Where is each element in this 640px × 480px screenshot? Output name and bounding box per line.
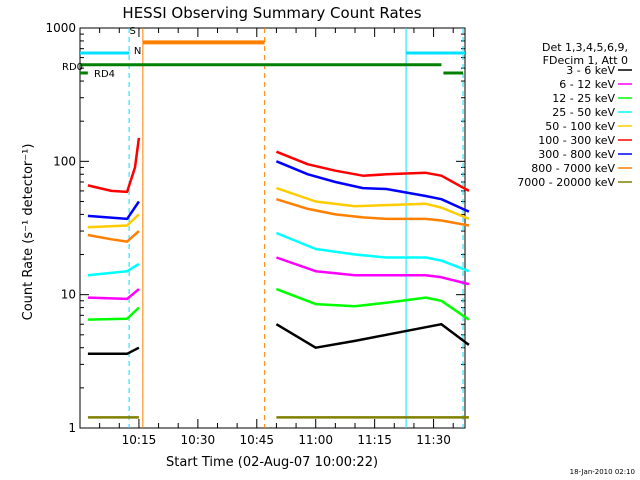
legend-label: 6 - 12 keV	[559, 78, 615, 91]
saa-marker-label: S	[130, 26, 136, 37]
legend-label: 12 - 25 keV	[552, 92, 615, 105]
x-axis-label: Start Time (02-Aug-07 10:00:22)	[166, 455, 378, 470]
legend-header-line: Det 1,3,4,5,6,9,	[542, 41, 628, 54]
legend-label: 3 - 6 keV	[566, 64, 615, 77]
y-tick-label: 1	[68, 421, 76, 435]
plot-area: 1 10 100 1000 10:15 10:30 10:45 11:00 11:15 11:30…	[45, 21, 470, 447]
legend-header-line: FDecim 1, Att 0	[543, 54, 628, 67]
x-tick-label: 10:45	[239, 433, 274, 447]
legend-label: 50 - 100 keV	[545, 120, 615, 133]
x-tick-label: 11:30	[416, 433, 451, 447]
x-tick-label: 11:15	[357, 433, 392, 447]
y-tick-label: 100	[53, 154, 76, 168]
legend-label: 800 - 7000 keV	[531, 162, 615, 175]
y-axis-label: Count Rate (s⁻¹ detector⁻¹)	[21, 144, 36, 321]
legend-label: 100 - 300 keV	[538, 134, 615, 147]
legend-label: 7000 - 20000 keV	[517, 176, 615, 189]
series-line	[87, 137, 141, 194]
series-line	[87, 288, 140, 301]
series-line	[275, 186, 470, 221]
series-line	[275, 150, 470, 192]
series-line	[87, 213, 140, 229]
series-line	[87, 200, 140, 221]
series-line	[275, 287, 470, 321]
series-line	[276, 198, 470, 227]
series-line	[87, 346, 140, 356]
x-tick-label: 10:30	[181, 433, 216, 447]
y-tick-label: 10	[61, 288, 76, 302]
rd0-label: RD0	[62, 62, 83, 73]
series-line	[87, 230, 140, 243]
timestamp: 18-Jan-2010 02:10	[570, 468, 635, 476]
y-tick-label: 1000	[45, 21, 76, 35]
series-line	[275, 231, 470, 273]
chart-title: HESSI Observing Summary Count Rates	[122, 4, 421, 22]
legend-label: 25 - 50 keV	[552, 106, 615, 119]
night-marker-label: N	[134, 46, 141, 57]
series-line	[275, 322, 470, 349]
plot-frame	[79, 27, 466, 429]
series-line	[275, 256, 470, 286]
x-tick-label: 10:15	[122, 433, 157, 447]
rd4-label: RD4	[94, 69, 115, 80]
legend-label: 300 - 800 keV	[538, 148, 615, 161]
x-tick-label: 11:00	[298, 433, 333, 447]
series-line	[87, 262, 140, 277]
series-line	[87, 306, 140, 321]
series-line	[275, 160, 470, 213]
